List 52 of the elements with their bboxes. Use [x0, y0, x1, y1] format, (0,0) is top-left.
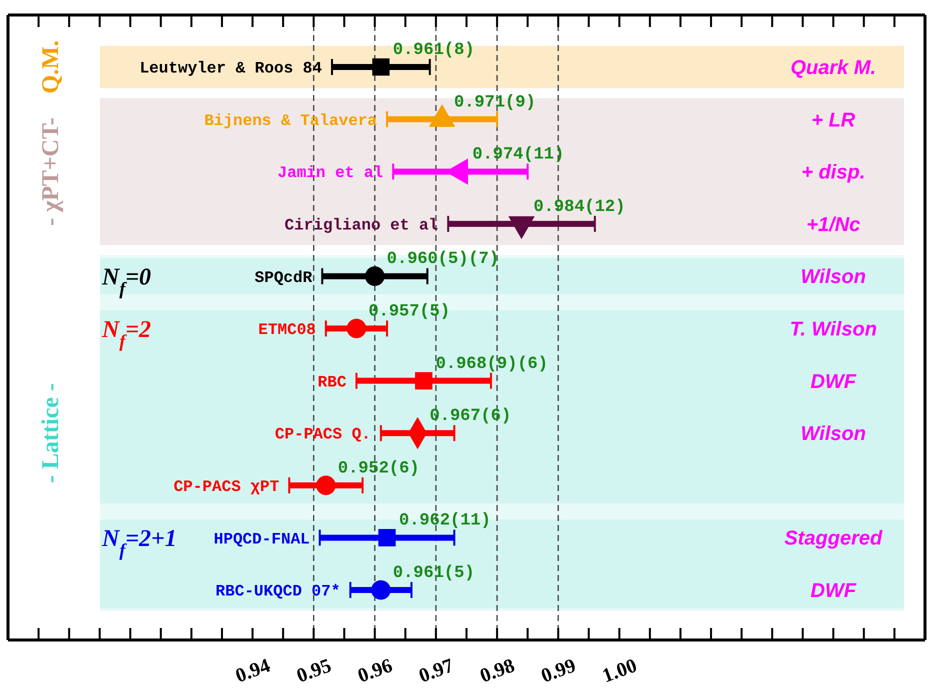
data-label: 0.957(5) — [368, 302, 450, 322]
band-label: Q.M. — [38, 40, 64, 94]
x-tick-label: 0.96 — [354, 654, 396, 688]
band-label: N$_{f}$=0 — [101, 264, 152, 299]
x-tick-label: 0.99 — [538, 654, 579, 688]
y-tick-label: Jamin et al — [278, 164, 384, 182]
y-tick-label: ETMC08 — [258, 321, 316, 340]
band-label: N$_{f}$=2+1 — [101, 526, 177, 560]
y2-tick-label: Staggered — [784, 528, 883, 550]
y2-tick-label: DWF — [810, 370, 857, 393]
y-tick-label: SPQcdR — [254, 268, 313, 287]
data-label: 0.971(9) — [454, 93, 536, 112]
data-label: 0.960(5)(7) — [386, 250, 500, 270]
data-label: 0.962(11) — [399, 512, 491, 531]
band-label: - Lattice - — [38, 383, 64, 484]
data-label: 0.961(8) — [392, 41, 475, 60]
x-tick-label: 1.00 — [599, 654, 640, 688]
y-tick-label: Bijnens & Talavera — [204, 112, 378, 130]
y2-tick-label: Quark M. — [790, 57, 876, 79]
point — [372, 58, 390, 76]
y-tick-label: RBC-UKQCD 07* — [216, 582, 340, 601]
y2-tick-label: + disp. — [801, 162, 866, 184]
point — [346, 318, 366, 338]
data-label: 0.974(11) — [472, 146, 564, 165]
y2-tick-label: Wilson — [800, 266, 866, 288]
y2-tick-label: + LR — [811, 109, 856, 132]
point — [316, 476, 336, 496]
x-tick-label: 0.95 — [294, 654, 334, 688]
x-tick-label: 0.97 — [416, 654, 456, 688]
data-label: 0.967(6) — [430, 407, 512, 426]
data-label: 0.984(12) — [534, 198, 626, 217]
y2-tick-label: Wilson — [800, 423, 866, 446]
x-tick-label: 0.94 — [232, 654, 274, 688]
y-tick-label: HPQCD-FNAL — [214, 530, 310, 548]
y-tick-label: Cirigliano et al — [284, 216, 438, 234]
x-tick-label: 0.98 — [477, 654, 518, 688]
point — [365, 266, 385, 286]
y-tick-label: RBC — [318, 373, 347, 392]
y2-tick-label: DWF — [810, 580, 857, 602]
point — [415, 372, 432, 390]
data-label: 0.952(6) — [338, 459, 420, 478]
y2-tick-label: T. Wilson — [790, 318, 877, 340]
y-tick-label: CP-PACS Q. — [274, 426, 371, 444]
point — [371, 580, 391, 600]
point — [378, 529, 396, 546]
data-label: 0.961(5) — [392, 564, 475, 583]
band-label: - χPT+CT- — [38, 117, 64, 226]
y-tick-label: CP-PACS χPT — [174, 478, 280, 496]
y2-tick-label: +1/Nc — [806, 214, 860, 236]
data-label: 0.968(9)(6) — [436, 354, 548, 374]
y-tick-label: Leutwyler & Roos 84 — [140, 60, 322, 78]
band-label: N$_{f}$=2 — [101, 316, 152, 351]
